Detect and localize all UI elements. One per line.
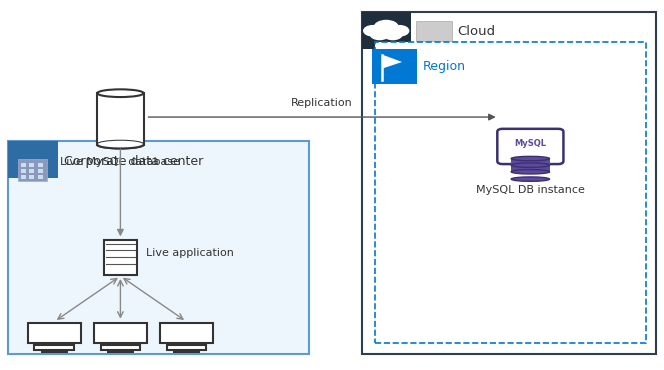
Bar [41,350,68,353]
Circle shape [390,26,409,36]
Bar [38,163,43,167]
FancyBboxPatch shape [497,129,564,164]
Bar [38,175,43,179]
Bar [18,159,47,181]
Ellipse shape [511,177,550,181]
Ellipse shape [97,89,143,97]
Ellipse shape [511,169,550,174]
Bar [160,323,213,343]
Text: Cloud: Cloud [457,25,496,38]
Bar [511,166,550,172]
Bar [21,163,26,167]
Bar [35,345,74,350]
Bar [184,342,189,346]
Circle shape [374,20,398,34]
Circle shape [364,26,382,36]
Bar [8,141,58,178]
Ellipse shape [511,157,550,161]
Text: Region: Region [423,60,466,73]
Bar [107,350,133,353]
Text: MySQL: MySQL [515,139,546,148]
Bar [21,169,26,173]
Bar [362,13,656,354]
Bar [416,21,452,41]
Bar [29,163,35,167]
Bar [28,323,81,343]
Bar [375,42,646,343]
Text: Live MySQL database: Live MySQL database [60,158,181,168]
Bar [29,169,35,173]
Bar [94,323,147,343]
Bar [100,345,140,350]
Bar [52,342,57,346]
Bar [21,175,26,179]
Text: Corporate data center: Corporate data center [64,155,203,168]
Text: Live application: Live application [145,248,234,258]
Bar [511,159,550,166]
Bar [173,350,200,353]
Circle shape [371,29,389,40]
Ellipse shape [511,163,550,167]
Text: MySQL DB instance: MySQL DB instance [476,185,585,195]
Bar [118,342,123,346]
Bar [104,240,137,275]
Circle shape [384,29,402,40]
Ellipse shape [97,141,143,148]
Bar [372,49,416,84]
Bar [167,345,207,350]
Bar [8,141,309,354]
Bar [29,175,35,179]
Text: Replication: Replication [291,98,353,108]
Ellipse shape [97,141,143,148]
Bar [38,169,43,173]
Bar [97,93,143,145]
Bar [362,13,411,49]
Polygon shape [382,55,402,68]
